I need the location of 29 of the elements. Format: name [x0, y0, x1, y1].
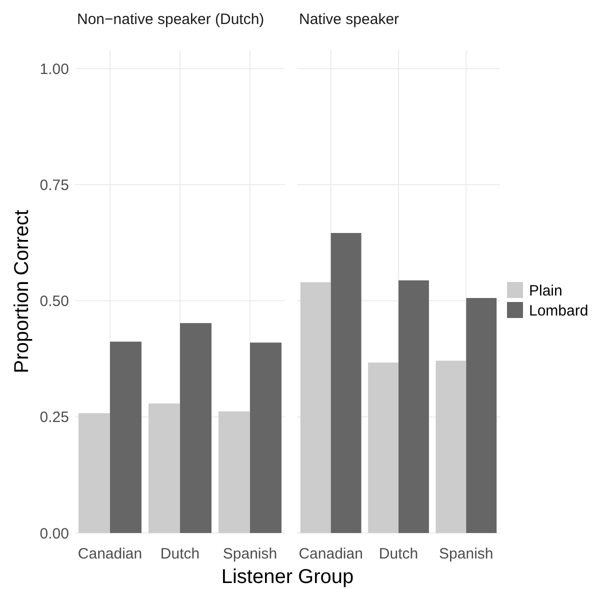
- bar: [330, 232, 362, 533]
- x-tick-label: Spanish: [439, 545, 494, 562]
- bar: [398, 280, 429, 533]
- bar: [78, 413, 110, 533]
- chart-title: Non−native speaker (Dutch): [77, 11, 264, 28]
- bar: [368, 362, 398, 533]
- legend-label: Plain: [529, 282, 562, 300]
- y-tick-label: 1.00: [40, 60, 69, 78]
- x-tick-label: Dutch: [160, 545, 200, 562]
- y-tick-label: 0.25: [40, 409, 69, 426]
- x-tick-label: Dutch: [378, 545, 418, 562]
- bar: [250, 342, 282, 533]
- y-tick-label: 0.75: [40, 176, 69, 194]
- y-tick-label: 0.00: [40, 525, 69, 542]
- x-tick-label: Spanish: [222, 545, 278, 562]
- bar: [436, 360, 466, 533]
- bar: [148, 403, 180, 533]
- x-axis-title: Listener Group: [221, 566, 354, 588]
- bar: [110, 342, 142, 533]
- bar: [218, 411, 250, 533]
- chart-title: Native speaker: [299, 11, 400, 28]
- bar: [466, 298, 497, 533]
- legend-label: Lombard: [529, 302, 588, 320]
- x-tick-label: Canadian: [298, 545, 363, 562]
- bar: [180, 323, 212, 533]
- bar: [300, 282, 331, 533]
- y-axis-title: Proportion Correct: [11, 209, 33, 374]
- x-tick-label: Canadian: [78, 545, 142, 562]
- y-tick-label: 0.50: [40, 293, 69, 310]
